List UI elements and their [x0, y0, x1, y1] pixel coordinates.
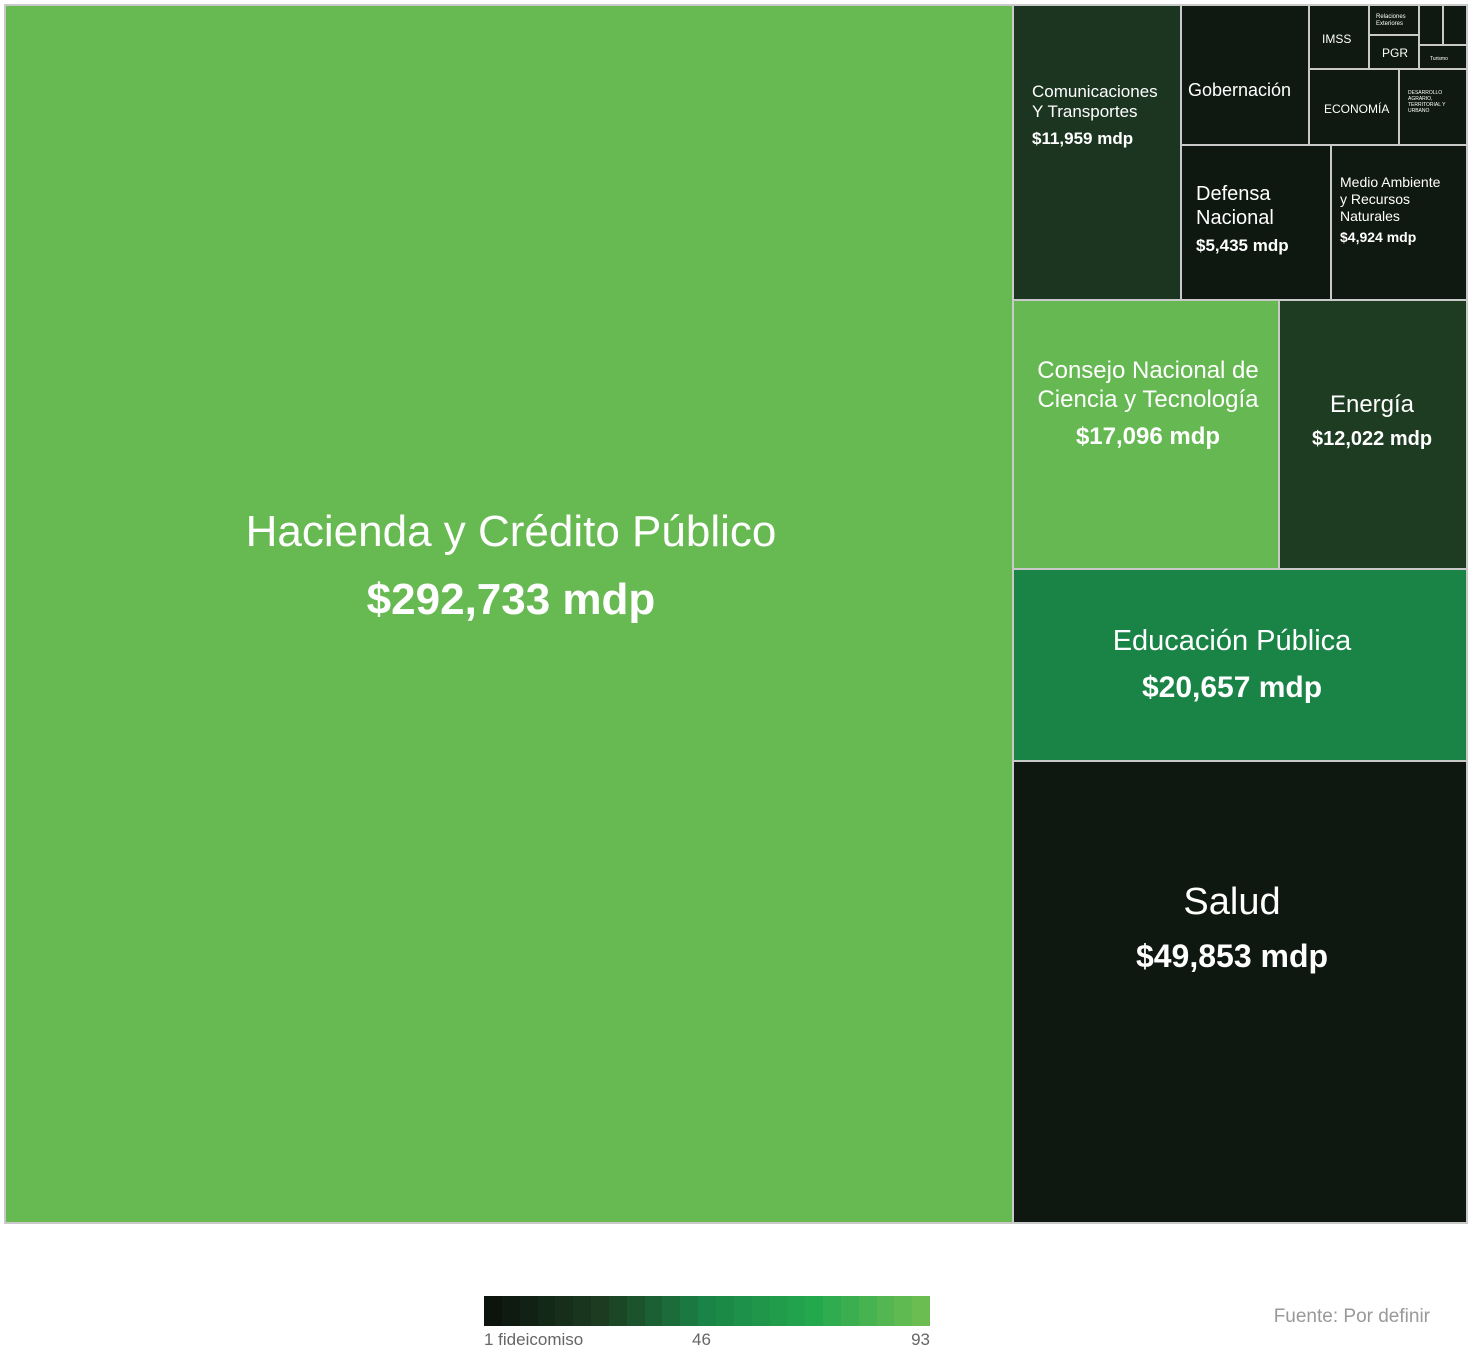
treemap-cell-defensa-nacional: Defensa Nacional $5,435 mdp [1180, 144, 1332, 301]
cell-name: Consejo Nacional de [1037, 357, 1259, 384]
cell-label: Hacienda y Crédito Público $292,733 mdp [246, 506, 777, 627]
cell-name: Salud [1183, 881, 1281, 923]
cell-name: TERRITORIAL Y [1408, 102, 1446, 108]
color-legend: 1 fideicomiso 46 93 [484, 1296, 931, 1350]
legend-swatch [876, 1296, 895, 1326]
cell-name: URBANO [1408, 108, 1430, 114]
cell-name: AGRARIO, [1408, 96, 1433, 102]
cell-name: DESARROLLO [1408, 90, 1443, 96]
legend-swatch [662, 1296, 681, 1326]
treemap: Hacienda y Crédito Público $292,733 mdp Sa… [4, 4, 1468, 1224]
legend-swatch [805, 1296, 824, 1326]
cell-label: Gobernación [1188, 80, 1291, 102]
legend-swatch [858, 1296, 877, 1326]
treemap-cell-imss: IMSS [1308, 4, 1370, 70]
legend-swatch [751, 1296, 770, 1326]
legend-swatch [484, 1296, 502, 1326]
treemap-cell-blank-15 [1418, 4, 1444, 46]
legend-swatch [823, 1296, 841, 1326]
legend-swatch [680, 1296, 699, 1326]
cell-label: IMSS [1322, 32, 1351, 46]
cell-name: Exteriores [1376, 21, 1404, 28]
cell-label: Defensa Nacional $5,435 mdp [1196, 182, 1289, 256]
treemap-cell-educacion-publica: Educación Pública $20,657 mdp [1012, 568, 1468, 762]
treemap-cell-comunicaciones-y-transportes: Comunicaciones Y Transportes $11,959 mdp [1012, 4, 1182, 301]
treemap-cell-consejo-nacional-de-ciencia-y-tecnologia: Consejo Nacional de Ciencia y Tecnología $… [1012, 299, 1280, 570]
cell-label: Medio Ambiente y Recursos Naturales $4,924 … [1340, 174, 1440, 246]
treemap-cell-pgr: PGR [1368, 34, 1420, 70]
cell-value: $11,959 mdp [1032, 128, 1134, 148]
cell-label: Comunicaciones Y Transportes $11,959 mdp [1032, 82, 1158, 149]
cell-name: Naturales [1340, 207, 1400, 224]
cell-value: $5,435 mdp [1196, 236, 1289, 255]
treemap-cell-relaciones-exteriores: Relaciones Exteriores [1368, 4, 1420, 36]
cell-label: Turismo [1430, 56, 1448, 62]
cell-value: $17,096 mdp [1075, 422, 1221, 450]
treemap-cell-blank-16 [1442, 4, 1468, 46]
cell-value: $49,853 mdp [1135, 937, 1329, 974]
legend-swatch [715, 1296, 734, 1326]
cell-name: Gobernación [1188, 80, 1292, 100]
cell-label: ECONOMÍA [1324, 102, 1389, 116]
legend-ticks: 1 fideicomiso 46 93 [484, 1326, 930, 1350]
cell-name: Y Transportes [1032, 102, 1138, 122]
cell-name: Energía [1329, 391, 1415, 418]
treemap-cell-hacienda-y-credito-publico: Hacienda y Crédito Público $292,733 mdp [4, 4, 1014, 1224]
treemap-cell-turismo: Turismo [1418, 44, 1468, 70]
cell-name: Defensa [1196, 183, 1271, 205]
treemap-cell-economia: ECONOMÍA [1308, 68, 1400, 146]
cell-value: $20,657 mdp [1141, 670, 1323, 704]
legend-swatch [537, 1296, 556, 1326]
cell-name: y Recursos [1340, 190, 1411, 207]
cell-label: Energía $12,022 mdp [1312, 391, 1432, 451]
cell-value: $292,733 mdp [366, 574, 656, 624]
cell-value: $4,924 mdp [1340, 229, 1417, 246]
legend-swatch [787, 1296, 806, 1326]
cell-name: Turismo [1430, 56, 1448, 62]
legend-swatch [555, 1296, 574, 1326]
legend-tick-max: 93 [911, 1330, 930, 1349]
legend-swatch [626, 1296, 645, 1326]
treemap-cell-salud: Salud $49,853 mdp [1012, 760, 1468, 1224]
legend-swatch [501, 1296, 520, 1326]
legend-swatch [644, 1296, 663, 1326]
legend-tick-mid: 46 [692, 1330, 711, 1349]
cell-name: PGR [1382, 46, 1409, 60]
cell-name: Comunicaciones [1032, 82, 1158, 101]
cell-name: Hacienda y Crédito Público [245, 507, 777, 556]
cell-name: Nacional [1196, 207, 1274, 229]
legend-swatch [573, 1296, 592, 1326]
cell-label: Salud $49,853 mdp [1136, 880, 1328, 975]
legend-color-scale [484, 1296, 931, 1326]
legend-swatch [519, 1296, 538, 1326]
treemap-cell-medio-ambiente-y-recursos-naturales: Medio Ambiente y Recursos Naturales $4,924 … [1330, 144, 1468, 301]
legend-swatch [591, 1296, 609, 1326]
legend-swatch [608, 1296, 627, 1326]
cell-label: Educación Pública $20,657 mdp [1113, 624, 1352, 706]
cell-label: Consejo Nacional de Ciencia y Tecnología $… [1037, 357, 1258, 451]
cell-value: $12,022 mdp [1311, 427, 1433, 450]
treemap-cell-desarrollo-agrario-territorial-y-urbano: DESARROLLO AGRARIO, TERRITORIAL Y URBANO [1398, 68, 1468, 146]
legend-swatch [769, 1296, 788, 1326]
cell-name: Relaciones [1376, 14, 1406, 20]
treemap-cell-gobernacion: Gobernación [1180, 4, 1310, 146]
cell-name: IMSS [1322, 32, 1352, 46]
cell-label: DESARROLLO AGRARIO, TERRITORIAL Y URBANO [1408, 90, 1445, 114]
source-note: Fuente: Por definir [1273, 1306, 1430, 1327]
legend-swatch [698, 1296, 716, 1326]
cell-name: Medio Ambiente [1340, 174, 1441, 190]
treemap-cell-energia: Energía $12,022 mdp [1278, 299, 1468, 570]
legend-tick-min: 1 fideicomiso [484, 1330, 584, 1349]
legend-swatch [840, 1296, 859, 1326]
legend-swatch [733, 1296, 752, 1326]
cell-label: PGR [1382, 46, 1408, 60]
legend-swatch [894, 1296, 913, 1326]
cell-name: Educación Pública [1112, 625, 1352, 657]
cell-name: ECONOMÍA [1324, 102, 1390, 116]
legend-swatch [912, 1296, 931, 1326]
cell-name: Ciencia y Tecnología [1037, 385, 1259, 413]
cell-label: Relaciones Exteriores [1376, 14, 1406, 28]
